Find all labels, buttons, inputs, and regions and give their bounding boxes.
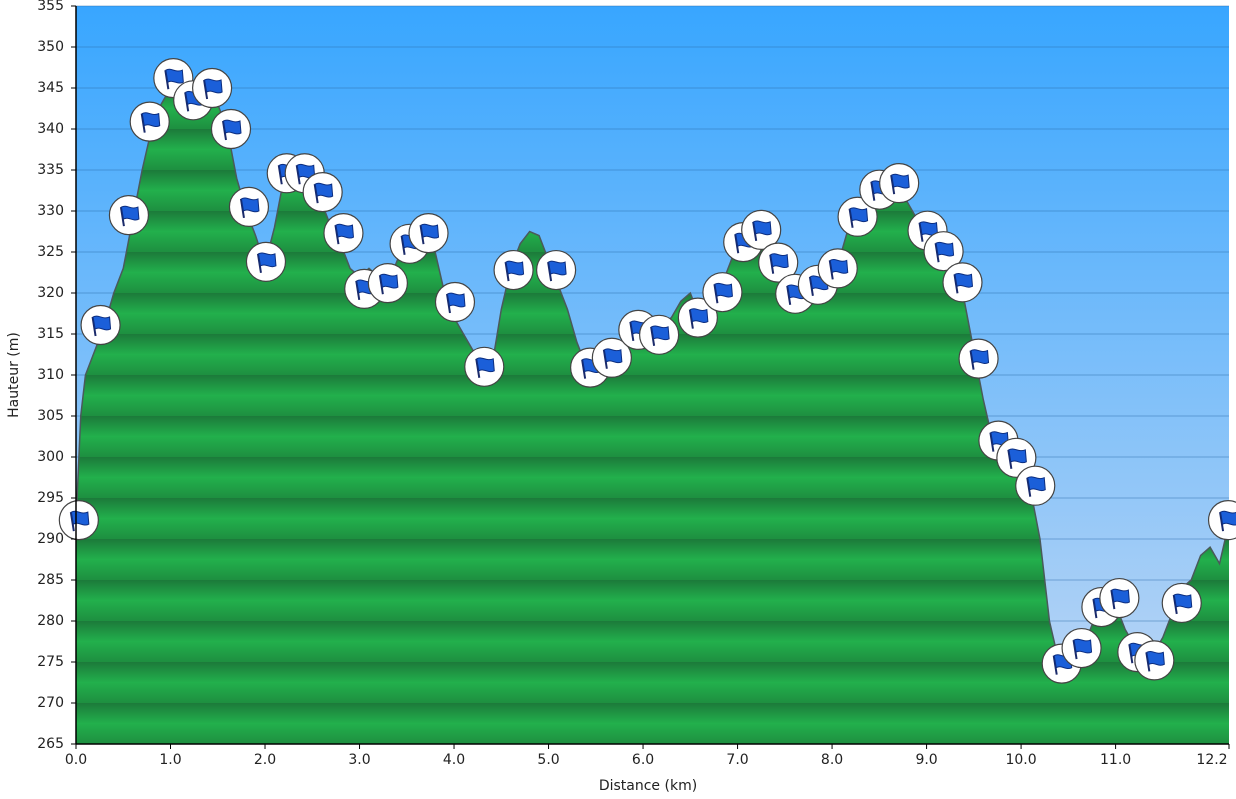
y-tick-label: 285 (37, 572, 64, 588)
waypoint-marker (367, 262, 409, 304)
waypoint-marker (191, 67, 233, 109)
x-tick-label: 4.0 (443, 752, 465, 768)
x-tick-label: 1.0 (159, 752, 181, 768)
x-tick-label: 10.0 (1005, 752, 1036, 768)
waypoint-marker (108, 194, 150, 236)
y-tick-label: 290 (37, 531, 64, 547)
waypoint-marker (1098, 577, 1140, 619)
waypoint-marker (1014, 465, 1056, 507)
waypoint-marker (302, 171, 344, 213)
waypoint-marker (322, 212, 364, 254)
y-tick-label: 275 (37, 654, 64, 670)
x-axis-title: Distance (km) (599, 778, 697, 794)
waypoint-marker (958, 338, 1000, 380)
y-tick-label: 315 (37, 326, 64, 342)
x-tick-label: 9.0 (915, 752, 937, 768)
waypoint-marker (941, 261, 983, 303)
x-tick-label: 7.0 (726, 752, 748, 768)
x-tick-label: 6.0 (632, 752, 654, 768)
y-tick-label: 305 (37, 408, 64, 424)
waypoint-marker (1161, 582, 1203, 624)
axes: 265 270 275 280 285 290 295 300 305 310 315 320 325 3… (37, 0, 1230, 768)
waypoint-marker (129, 101, 171, 143)
y-tick-label: 345 (37, 80, 64, 96)
y-tick-label: 265 (37, 736, 64, 752)
x-tick-label: 5.0 (537, 752, 559, 768)
waypoint-marker (878, 162, 920, 204)
y-tick-label: 280 (37, 613, 64, 629)
y-tick-label: 340 (37, 121, 64, 137)
waypoint-marker (638, 314, 680, 356)
x-tick-label: 2.0 (254, 752, 276, 768)
y-axis-title: Hauteur (m) (6, 332, 22, 418)
y-tick-label: 325 (37, 244, 64, 260)
x-tick-label: 12.2 (1196, 752, 1227, 768)
x-tick-label: 8.0 (821, 752, 843, 768)
waypoint-marker (58, 499, 100, 541)
y-tick-label: 295 (37, 490, 64, 506)
y-tick-label: 300 (37, 449, 64, 465)
waypoint-marker (80, 304, 122, 346)
x-tick-label: 0.0 (65, 752, 87, 768)
x-tick-label: 11.0 (1100, 752, 1131, 768)
x-tick-label: 3.0 (348, 752, 370, 768)
waypoint-marker (817, 247, 859, 289)
y-tick-label: 310 (37, 367, 64, 383)
area-fill (76, 88, 1229, 744)
waypoint-marker (535, 249, 577, 291)
y-tick-label: 335 (37, 162, 64, 178)
waypoint-marker (434, 281, 476, 323)
waypoint-marker (463, 346, 505, 388)
waypoint-marker (701, 271, 743, 313)
y-tick-label: 320 (37, 285, 64, 301)
waypoint-marker (228, 186, 270, 228)
waypoint-marker (210, 108, 252, 150)
y-tick-label: 355 (37, 0, 64, 14)
waypoint-marker (245, 241, 287, 283)
waypoint-marker (1061, 627, 1103, 669)
waypoint-marker (1133, 639, 1175, 681)
waypoint-marker (408, 212, 450, 254)
y-tick-label: 270 (37, 695, 64, 711)
waypoint-marker (493, 249, 535, 291)
y-tick-label: 350 (37, 39, 64, 55)
y-tick-label: 330 (37, 203, 64, 219)
